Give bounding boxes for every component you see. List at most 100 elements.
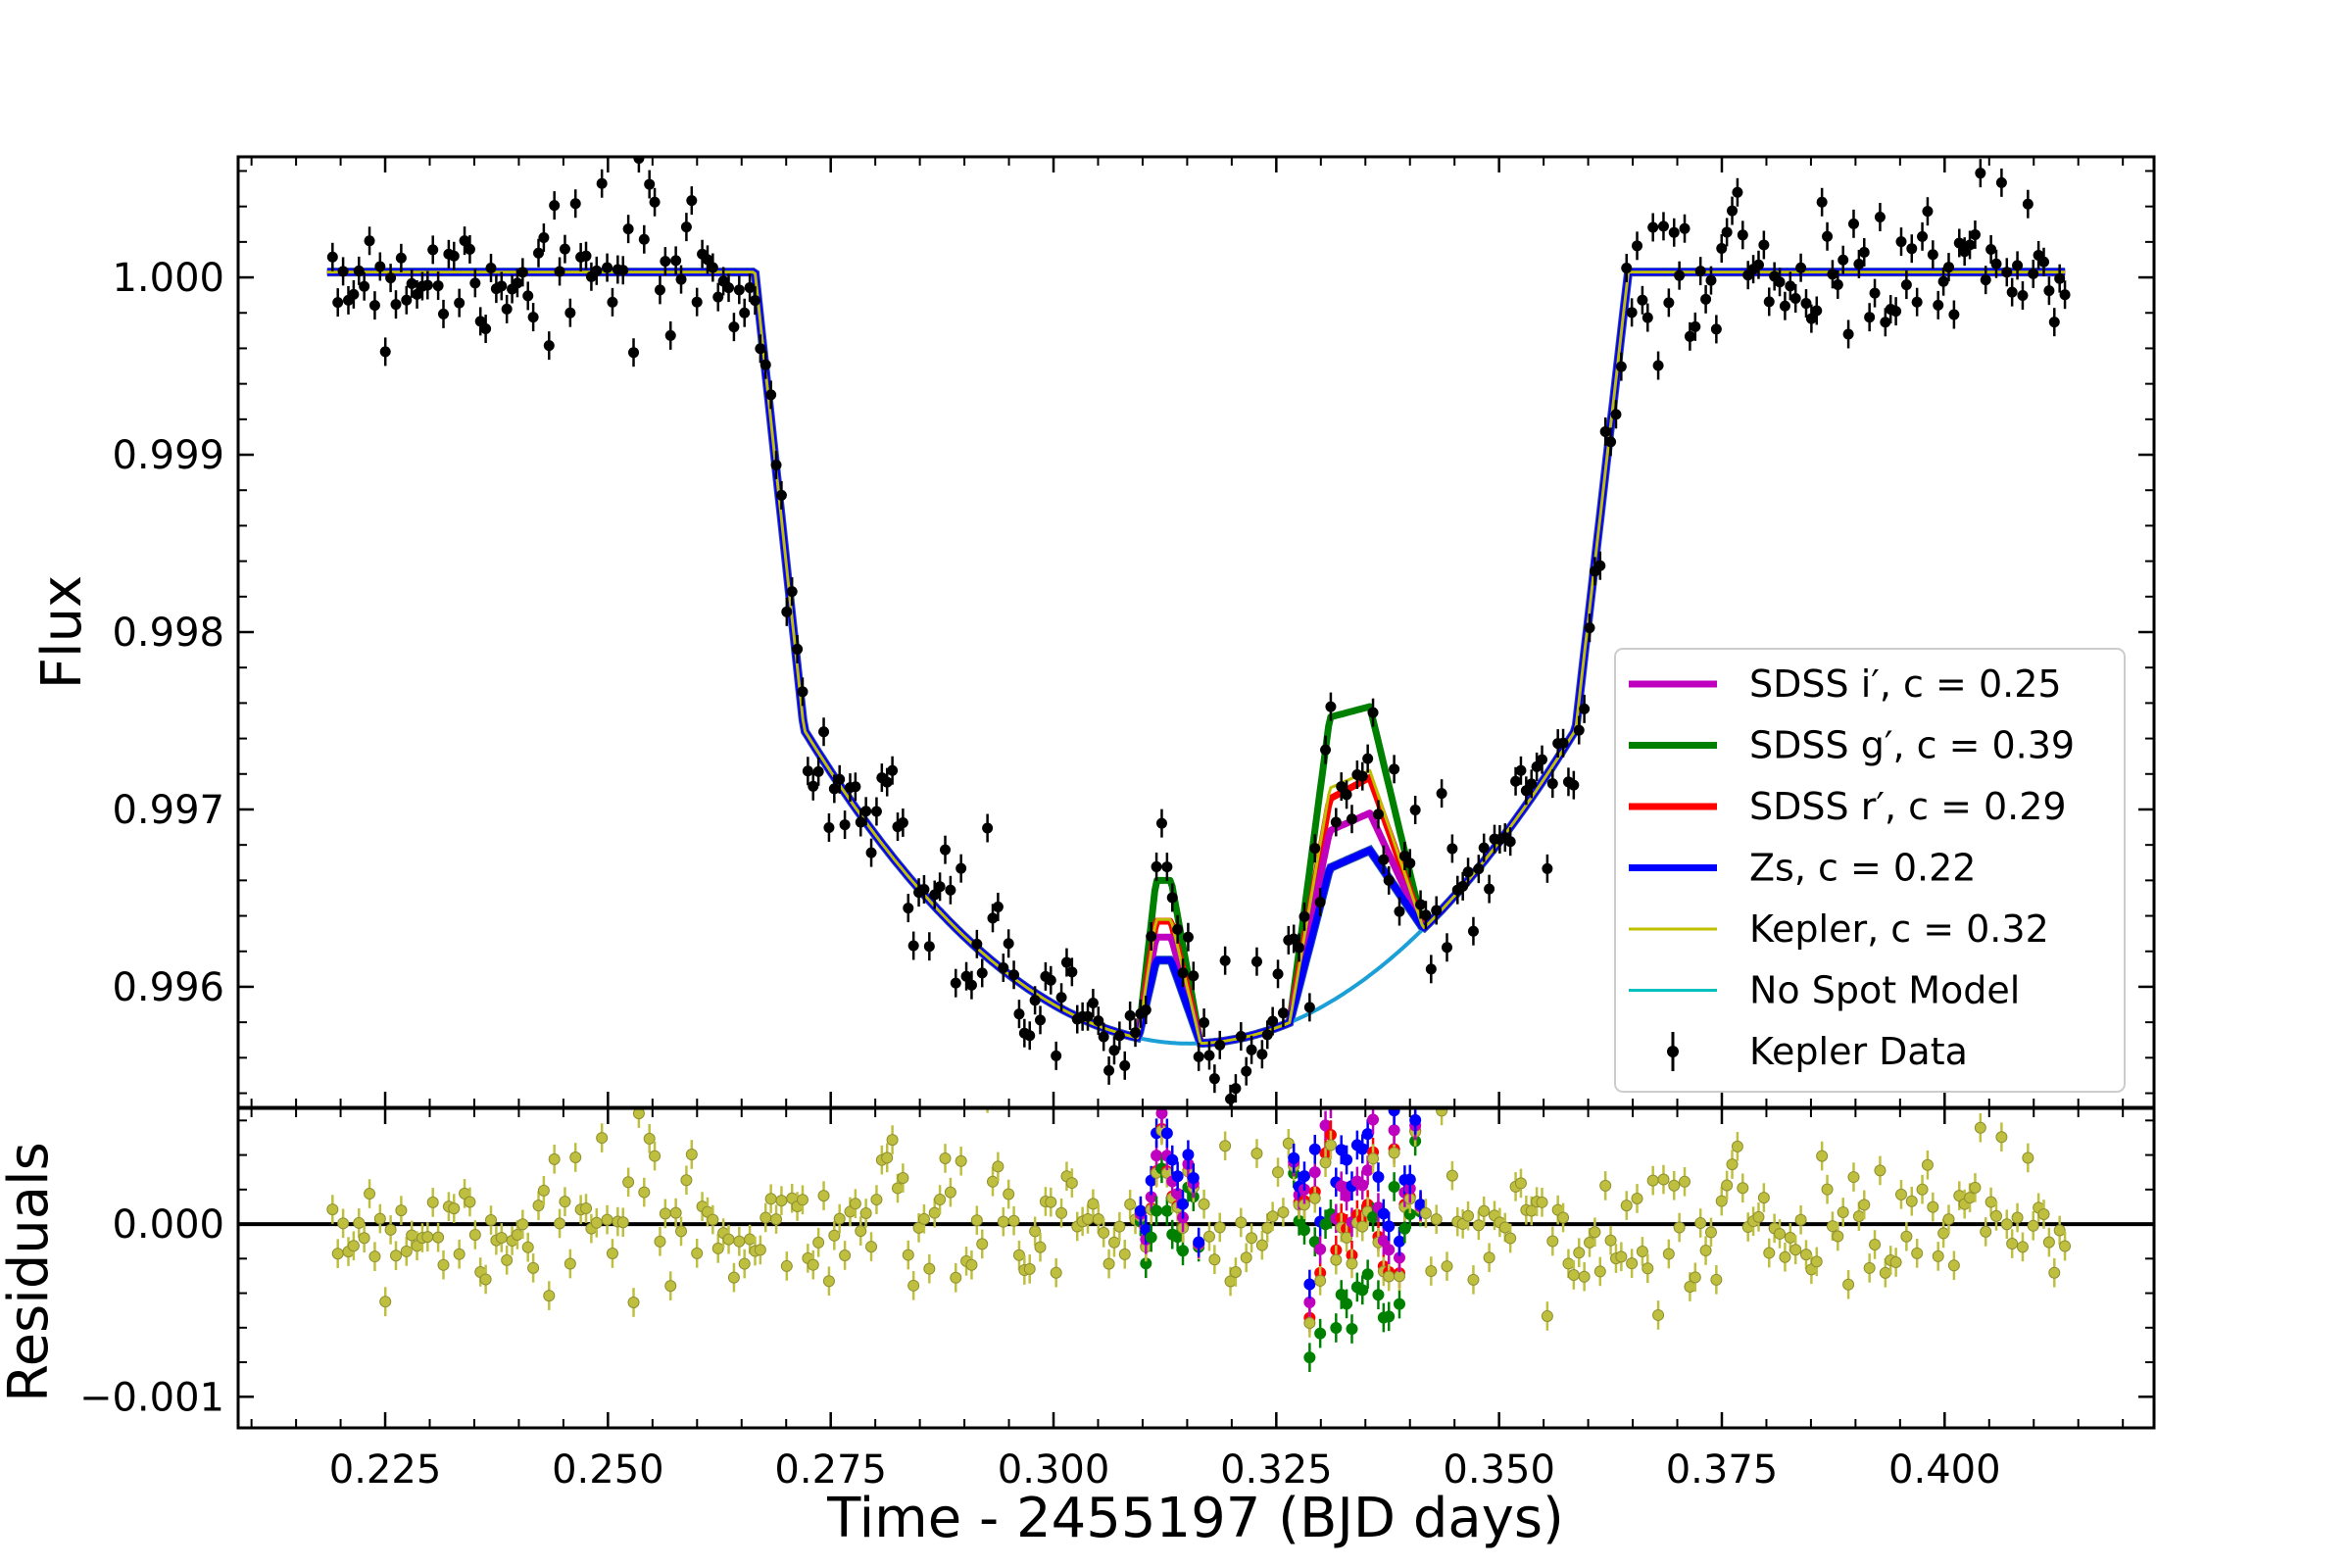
residual-point-kepler	[1436, 1108, 1448, 1126]
residual-point-kepler	[754, 1235, 766, 1265]
data-point	[1378, 845, 1390, 874]
residual-point-kepler	[622, 1167, 635, 1198]
residual-point-kepler	[828, 1220, 841, 1250]
residual-point-kepler	[1208, 1245, 1221, 1275]
legend-label: Kepler, c = 0.32	[1749, 907, 2049, 951]
data-point	[348, 279, 360, 309]
residual-point-zs	[1160, 1118, 1173, 1149]
residual-point-kepler	[364, 1179, 376, 1208]
data-point	[1235, 1022, 1247, 1052]
residual-point-sdssi	[1356, 1170, 1369, 1200]
residual-point-sdssg	[1160, 1196, 1173, 1226]
data-point	[644, 170, 656, 199]
data-point	[1621, 254, 1633, 283]
data-point	[839, 810, 851, 840]
data-point	[1838, 245, 1849, 274]
data-point	[1367, 698, 1379, 727]
data-point	[406, 269, 417, 298]
residual-point-kepler	[738, 1249, 751, 1279]
residual-point-kepler	[1314, 1266, 1327, 1296]
residual-point-sdssg	[1393, 1289, 1405, 1319]
residual-point-kepler	[1536, 1188, 1548, 1217]
data-point	[1895, 227, 1907, 257]
data-point	[1948, 300, 1960, 329]
residual-point-kepler	[917, 1204, 930, 1234]
data-point	[1858, 237, 1870, 267]
data-point	[649, 187, 661, 217]
data-point	[374, 252, 386, 281]
residual-point-zs	[1193, 1227, 1205, 1257]
residual-point-kepler	[939, 1144, 952, 1173]
residual-point-kepler	[965, 1250, 978, 1280]
data-point	[1906, 234, 1918, 264]
data-point	[812, 757, 824, 786]
residual-point-kepler	[1863, 1253, 1876, 1283]
residual-point-kepler	[1737, 1173, 1749, 1203]
residual-point-kepler	[426, 1188, 439, 1217]
residual-point-kepler	[1202, 1221, 1215, 1251]
residual-point-kepler	[596, 1123, 609, 1152]
y-tick-label: 0.996	[112, 965, 224, 1010]
residual-point-kepler	[347, 1231, 360, 1261]
residual-point-kepler	[453, 1239, 466, 1269]
residual-point-kepler	[2053, 1215, 2066, 1246]
data-point	[950, 968, 961, 998]
data-point	[1045, 965, 1056, 995]
data-point	[1008, 960, 1020, 990]
residual-point-kepler	[992, 1152, 1004, 1182]
residual-point-kepler	[675, 1216, 688, 1247]
residual-point-zs	[1303, 1269, 1316, 1299]
residual-point-kepler	[2022, 1143, 2034, 1173]
data-point	[1362, 744, 1374, 773]
residual-point-kepler	[1731, 1132, 1743, 1161]
data-point	[1093, 1006, 1104, 1036]
residual-point-kepler	[1589, 1217, 1601, 1248]
residual-point-kepler	[1514, 1168, 1527, 1199]
residual-point-kepler	[1219, 1131, 1232, 1161]
residual-point-kepler	[1557, 1202, 1570, 1233]
y-axis-label-flux: Flux	[30, 575, 94, 689]
data-point	[1193, 1042, 1204, 1071]
residual-point-kepler	[1799, 1240, 1812, 1269]
residual-point-kepler	[1541, 1301, 1553, 1331]
data-point	[1113, 1021, 1125, 1051]
residual-point-kepler	[987, 1166, 1000, 1197]
residual-point-kepler	[1255, 1230, 1268, 1260]
residual-point-sdssi	[1367, 1108, 1380, 1135]
data-point	[1214, 1030, 1226, 1059]
data-point	[702, 245, 713, 274]
residual-point-kepler	[733, 1226, 746, 1256]
data-point	[437, 299, 449, 328]
data-point	[1431, 896, 1443, 925]
residual-point-kepler	[1050, 1257, 1062, 1288]
data-point	[1108, 1036, 1120, 1065]
residual-point-kepler	[1467, 1265, 1480, 1295]
residual-point-kepler	[1012, 1240, 1025, 1270]
data-point	[1880, 308, 1891, 337]
data-point	[1250, 947, 1262, 976]
data-point	[2038, 247, 2050, 276]
data-point	[337, 257, 349, 286]
residual-point-kepler	[1874, 1155, 1886, 1186]
data-point	[802, 757, 813, 786]
data-point	[638, 224, 650, 254]
residual-point-kepler	[2059, 1231, 2072, 1261]
residual-point-kepler	[1087, 1189, 1100, 1219]
data-point	[353, 256, 365, 285]
residual-point-sdssi	[1327, 1108, 1335, 1119]
data-point	[2043, 276, 2055, 306]
data-point	[1800, 289, 1812, 318]
data-point	[1166, 883, 1178, 912]
data-point	[1055, 983, 1067, 1012]
data-point	[907, 931, 919, 960]
data-point	[1241, 1056, 1252, 1086]
data-point	[792, 634, 804, 663]
residual-point-kepler	[812, 1228, 825, 1257]
data-point	[533, 238, 545, 268]
data-point	[332, 288, 344, 318]
residual-point-kepler	[1573, 1238, 1586, 1268]
legend-label: SDSS g′, c = 0.39	[1749, 724, 2075, 767]
residual-point-zs	[1166, 1145, 1179, 1175]
residual-point-kepler	[1604, 1225, 1617, 1255]
residual-point-kepler	[501, 1246, 514, 1275]
